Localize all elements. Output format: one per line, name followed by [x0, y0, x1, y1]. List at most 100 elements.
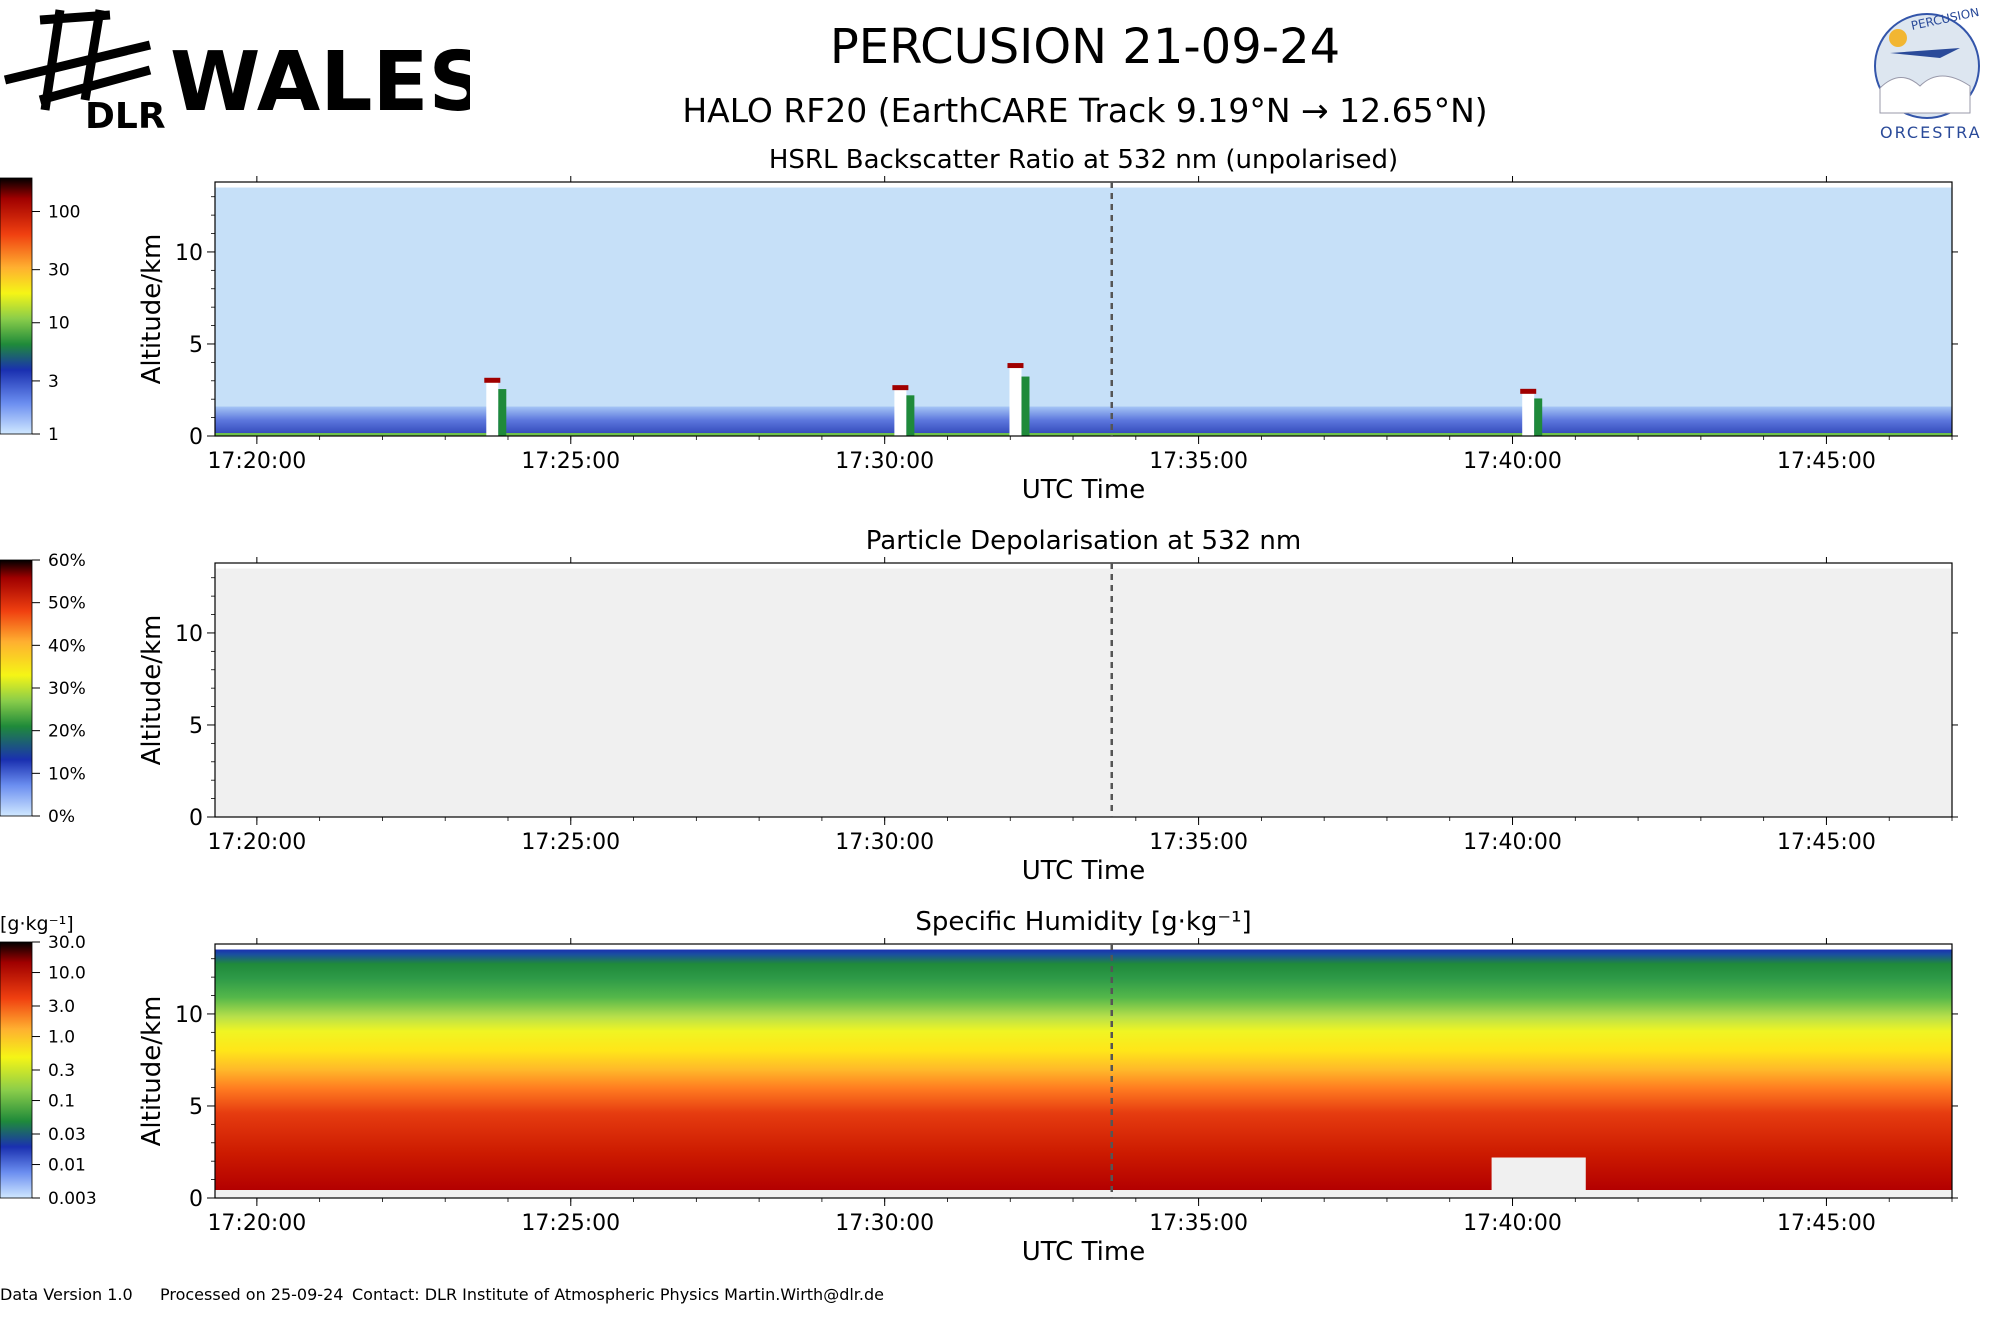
x-axis-label: UTC Time — [1022, 475, 1145, 505]
x-axis-label: UTC Time — [1022, 856, 1145, 886]
colorbar-label: 3.0 — [48, 997, 75, 1017]
chart-title: Particle Depolarisation at 532 nm — [866, 526, 1301, 556]
x-tick-label: 17:40:00 — [1463, 830, 1562, 855]
colorbar-label: 1 — [48, 425, 59, 445]
chart-title: HSRL Backscatter Ratio at 532 nm (unpola… — [769, 145, 1398, 175]
cloud-top-2 — [892, 385, 909, 391]
x-axis-label: UTC Time — [1022, 1237, 1145, 1267]
footer-contact: Contact: DLR Institute of Atmospheric Ph… — [352, 1285, 884, 1304]
cloud-top-1 — [484, 377, 501, 383]
colorbar-label: 0.003 — [48, 1189, 97, 1209]
x-tick-label: 17:20:00 — [207, 449, 306, 474]
colorbar — [0, 942, 32, 1198]
logo-bottom-text: ORCESTRA — [1880, 123, 1982, 142]
colorbar-label: 0.01 — [48, 1156, 86, 1176]
dlr-wales-logo: DLR WALES — [3, 9, 470, 137]
x-tick-label: 17:40:00 — [1463, 449, 1562, 474]
x-tick-label: 17:45:00 — [1777, 449, 1876, 474]
colorbar-label: 20% — [48, 722, 86, 742]
page-title: PERCUSION 21-09-24 — [830, 19, 1340, 75]
x-tick-label: 17:40:00 — [1463, 1211, 1562, 1236]
brand-org: DLR — [85, 96, 166, 137]
y-tick-label: 5 — [189, 714, 203, 739]
colorbar-frame — [0, 177, 33, 435]
humidity-field — [215, 949, 1952, 1190]
colorbar-label: 60% — [48, 551, 86, 571]
colorbar-label: 10 — [48, 314, 70, 334]
x-tick-label: 17:30:00 — [835, 830, 934, 855]
chart-panel-1: HSRL Backscatter Ratio at 532 nm (unpola… — [0, 145, 1958, 505]
colorbar-label: 10% — [48, 764, 86, 784]
colorbar-label: 30.0 — [48, 933, 86, 953]
colorbar — [0, 178, 32, 434]
plot-frame — [214, 181, 1953, 437]
y-tick-label: 10 — [175, 622, 203, 647]
x-tick-label: 17:20:00 — [207, 1211, 306, 1236]
surface-return — [215, 433, 1952, 436]
footer-version: Data Version 1.0 — [0, 1285, 133, 1304]
colorbar-label: 1.0 — [48, 1028, 75, 1048]
y-tick-label: 5 — [189, 1095, 203, 1120]
plot-frame — [214, 562, 1953, 818]
x-tick-label: 17:45:00 — [1777, 830, 1876, 855]
x-tick-label: 17:25:00 — [521, 830, 620, 855]
colorbar-unit-label: [g·kg⁻¹] — [0, 913, 74, 935]
x-tick-label: 17:35:00 — [1149, 1211, 1248, 1236]
cloud-shadow-1 — [486, 380, 499, 436]
dlr-icon — [3, 9, 152, 111]
colorbar-label: 50% — [48, 594, 86, 614]
cloud-top-4 — [1520, 388, 1537, 394]
page-subtitle: HALO RF20 (EarthCARE Track 9.19°N → 12.6… — [682, 91, 1487, 130]
y-tick-label: 5 — [189, 333, 203, 358]
x-tick-label: 17:35:00 — [1149, 830, 1248, 855]
cloud-edge-3 — [1021, 376, 1030, 436]
cloud-top-3 — [1007, 363, 1024, 369]
colorbar-label: 40% — [48, 636, 86, 656]
y-tick-label: 0 — [189, 806, 203, 831]
colorbar-label: 3 — [48, 372, 59, 392]
colorbar-label: 30% — [48, 679, 86, 699]
y-tick-label: 0 — [189, 1187, 203, 1212]
chart-title: Specific Humidity [g·kg⁻¹] — [915, 907, 1251, 937]
surface-gap — [215, 1190, 1952, 1198]
y-axis-label: Altitude/km — [137, 996, 167, 1147]
colorbar-label: 0% — [48, 807, 75, 827]
cloud-masked-region — [1491, 1157, 1586, 1198]
colorbar-label: 0.03 — [48, 1125, 86, 1145]
data-field — [215, 568, 1952, 817]
x-tick-label: 17:20:00 — [207, 830, 306, 855]
x-tick-label: 17:30:00 — [835, 1211, 934, 1236]
y-tick-label: 10 — [175, 1003, 203, 1028]
colorbar-label: 0.3 — [48, 1061, 75, 1081]
x-tick-label: 17:30:00 — [835, 449, 934, 474]
x-tick-label: 17:25:00 — [521, 449, 620, 474]
cloud-shadow-3 — [1009, 366, 1022, 436]
x-tick-label: 17:45:00 — [1777, 1211, 1876, 1236]
cloud-edge-1 — [498, 389, 507, 436]
orcestra-logo: PERCUSION ORCESTRA — [1874, 8, 1982, 142]
colorbar-label: 100 — [48, 202, 80, 222]
boundary-layer-aerosol — [215, 406, 1952, 434]
brand-name: WALES — [170, 35, 470, 130]
plot-frame — [214, 943, 1953, 1199]
y-tick-label: 10 — [175, 241, 203, 266]
chart-panel-3: Specific Humidity [g·kg⁻¹] 17:20:00 17:25:… — [0, 907, 1958, 1267]
colorbar-label: 10.0 — [48, 964, 86, 984]
footer-processed: Processed on 25-09-24 — [160, 1285, 343, 1304]
colorbar-label: 30 — [48, 261, 70, 281]
x-tick-label: 17:35:00 — [1149, 449, 1248, 474]
cloud-shadow-2 — [894, 388, 907, 436]
x-tick-label: 17:25:00 — [521, 1211, 620, 1236]
data-field — [215, 187, 1952, 436]
y-axis-label: Altitude/km — [137, 234, 167, 385]
cloud-shadow-4 — [1522, 391, 1535, 436]
title-block: PERCUSION 21-09-24 HALO RF20 (EarthCARE … — [682, 19, 1487, 130]
cloud-edge-2 — [906, 395, 915, 436]
colorbar — [0, 560, 32, 816]
colorbar-label: 0.1 — [48, 1092, 75, 1112]
cloud-edge-4 — [1534, 398, 1543, 436]
y-axis-label: Altitude/km — [137, 615, 167, 766]
y-tick-label: 0 — [189, 425, 203, 450]
